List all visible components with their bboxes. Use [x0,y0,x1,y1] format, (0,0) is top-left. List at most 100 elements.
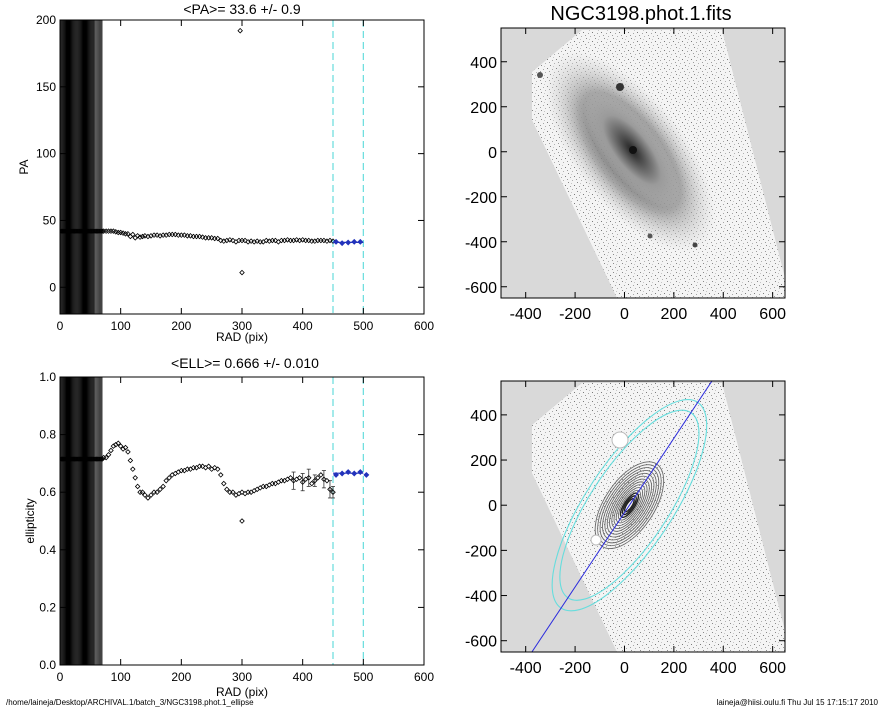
contour-image-x-tick-label: -400 [510,660,542,677]
pa-axes: 0 100 200 300 400 500 600 0 50 100 150 200 [36,13,434,333]
ellipticity-fit-point [339,470,346,477]
contour-image-y-tick-label: 0 [488,498,497,515]
pa-data-point [290,237,297,244]
ellipticity-data-point [148,492,154,498]
contour-image-x-tick-label: 600 [759,660,786,677]
pa-y-tick-label: 0 [49,280,56,294]
ellipticity-data-point [125,449,131,455]
pa-data-point [139,233,146,240]
pa-x-tick-label: 400 [293,319,313,333]
pa-x-tick-label: 200 [171,319,191,333]
ellipticity-data-point [248,489,254,495]
bright-star [537,72,543,78]
galaxy-image-x-tick-label: 200 [661,306,688,323]
galaxy-nucleus [629,146,637,154]
ellipticity-data-point [242,490,248,497]
ellipticity-data-point [151,489,157,495]
pa-data-point [224,237,230,244]
ellipticity-data-point [172,470,179,477]
ellipticity-data-point [205,463,212,470]
pa-data-point [312,238,318,244]
pa-data-point [218,237,224,244]
ellipticity-inner-point [99,456,106,462]
ellipticity-data-point [302,476,309,483]
ellipticity-data-point [202,464,209,471]
ellipticity-data-point [196,463,203,470]
ellipticity-x-tick-label: 200 [171,670,191,684]
ellipticity-data-point [318,472,324,478]
pa-data-point [145,233,151,240]
isophote-contours [531,381,713,652]
pa-x-tick-label: 100 [111,319,131,333]
ellipticity-outlier-point [239,518,245,524]
pa-inner-point [99,228,106,234]
pa-data-point [193,233,200,240]
ellipticity-x-tick-label: 400 [293,670,313,684]
pa-data-point [254,238,260,244]
pa-x-tick-label: 600 [414,319,434,333]
pa-data-point [169,231,175,238]
ellipticity-data-point [230,489,236,495]
galaxy-image-x-tick-label: -400 [510,306,542,323]
pa-plot-area [60,20,364,314]
pa-data-point [248,238,254,244]
pa-x-tick-label: 0 [57,319,64,333]
contour-image-x-tick-label: 400 [710,660,737,677]
ellipticity-fit-point [357,469,364,476]
pa-x-axis-label: RAD (pix) [216,330,268,344]
galaxy-image-x-tick-label: 0 [620,306,629,323]
pa-data-point [196,233,203,240]
galaxy-image-y-tick-label: 400 [470,55,497,72]
ellipticity-data-point [199,463,206,470]
ellipticity-fit-point [351,470,358,477]
ellipticity-x-tick-label: 0 [57,670,64,684]
contour-image-axes: -400 -200 0 200 400 600 -600 -400 -200 0 200 400 [465,381,786,677]
galaxy-image-y-tick-label: 200 [470,100,497,117]
contour-image-frame [500,380,786,653]
pa-data-point [321,237,327,244]
pa-data-point [327,237,333,244]
galaxy-image-panel: NGC3198.phot.1.fits -400 -200 0 200 400 600 -6… [465,3,786,323]
ellipticity-data-point [178,467,185,474]
ellipticity-data-point [245,489,251,495]
ellipticity-data-point [145,495,151,501]
contour-image-y-tick-label: -200 [465,543,497,560]
ellipticity-data-point [142,492,148,498]
ellipticity-data-point [236,490,242,497]
pa-data-point [172,231,179,238]
ellipticity-data-point [299,479,306,485]
pa-data-point [284,237,291,243]
ellipticity-data-point [287,475,294,481]
pa-data-point [214,235,221,242]
pa-data-point [242,237,248,244]
ellipticity-fit-point [333,471,339,478]
ellipticity-data-point [272,480,279,487]
pa-outlier-point [239,269,245,276]
pa-data-point [157,233,163,239]
ellipticity-data-point [160,483,166,490]
pa-data-point [230,237,236,244]
pa-data-point [281,237,288,244]
galaxy-image-x-tick-label: 600 [759,306,786,323]
ellipticity-data-point [218,472,224,478]
pa-data-point [293,237,300,243]
ellipticity-data-point [166,475,172,481]
ellipticity-data-point [284,476,291,483]
ellipticity-data-point [157,486,163,493]
pa-data-point [208,235,215,241]
ellipticity-fit-point [345,469,352,476]
contour-image-x-tick-label: 200 [661,660,688,677]
ellipticity-data-point [221,480,227,487]
pa-x-tick-label: 300 [232,319,252,333]
contour-image-y-tick-label: -600 [465,634,497,651]
pa-panel: <PA>= 33.6 +/- 0.9 0 100 200 300 400 500 600 0 5… [17,1,434,344]
ellipticity-y-tick-label: 0.4 [39,543,56,557]
ellipticity-data-point [233,492,239,498]
galaxy-image-y-tick-label: 0 [488,145,497,162]
pa-data-point [205,235,212,241]
pa-data-point [181,232,188,238]
ellipticity-data-point [281,477,288,484]
ellipticity-data-point [260,483,266,490]
ellipticity-data-point [105,451,112,458]
galaxy-image-x-tick-label: 400 [710,306,737,323]
